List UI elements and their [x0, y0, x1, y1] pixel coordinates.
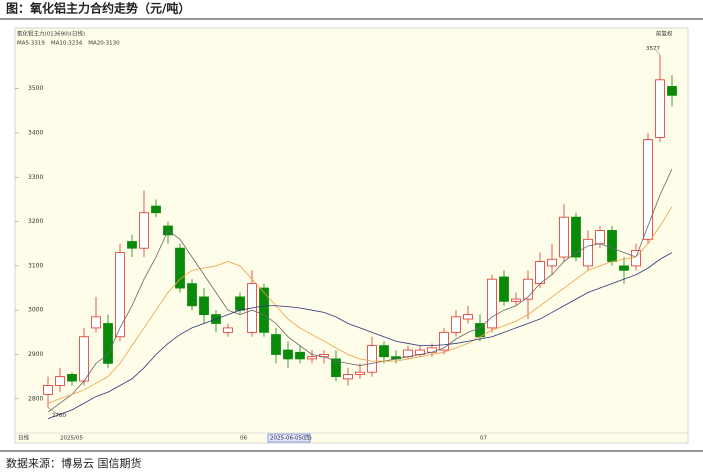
candle-body [379, 345, 389, 358]
candle-body [559, 216, 569, 258]
candle-body [439, 331, 449, 351]
candle-body [295, 351, 305, 360]
candle-body [571, 216, 581, 258]
candle-body [235, 296, 245, 311]
y-tick-label: 3100 [28, 262, 43, 269]
legend-entry: MA5:3319 [17, 41, 45, 47]
candle-body [487, 278, 497, 329]
y-tick-label: 3400 [28, 129, 43, 136]
y-tick-label: 3000 [28, 307, 43, 314]
plot-area [14, 27, 689, 444]
annotation: 3577 [646, 46, 660, 52]
x-tick-label: 07 [480, 436, 487, 442]
y-tick-label: 2900 [28, 351, 43, 358]
candle-body [499, 276, 509, 302]
y-tick-label: 3300 [28, 174, 43, 181]
candle-body [403, 349, 413, 358]
annotation-leader [653, 48, 661, 55]
candle-body [451, 316, 461, 333]
candle-body [151, 205, 161, 214]
candle-body [607, 230, 617, 262]
ma-line [47, 168, 673, 413]
x-axis-label: 日线 [18, 434, 30, 442]
y-tick-label: 3200 [28, 218, 43, 225]
candle-body [355, 371, 365, 375]
candle-body [343, 374, 353, 380]
candle-body [535, 261, 545, 285]
y-tick-label: 2800 [28, 395, 43, 402]
candle-body [223, 327, 233, 333]
annotation-leader [47, 407, 61, 416]
candle-body [91, 316, 101, 329]
candle-body [283, 349, 293, 360]
candle-body [43, 385, 53, 395]
candle-body [307, 356, 317, 360]
chart-title: 图：氧化铝主力合约走势（元/吨） [6, 1, 190, 16]
cursor-box [267, 433, 311, 443]
x-tick-label: 06 [240, 436, 247, 442]
candle-body [595, 230, 605, 245]
candle-body [667, 86, 677, 96]
candle-body [175, 247, 185, 289]
candle-body [367, 345, 377, 373]
annotation: 2780 [52, 413, 66, 419]
candle-body [187, 283, 197, 307]
candle-body [523, 278, 533, 300]
legend-entry: MA10:3234 [51, 41, 83, 47]
x-tick-label: 2025-06-05(四) [270, 435, 312, 442]
candle-body [655, 79, 665, 138]
candle-body [79, 336, 89, 382]
candle-body [631, 249, 641, 267]
ma-line [47, 206, 673, 404]
candle-body [259, 287, 269, 333]
chart-subtitle: 氧化铝主力(013690)(日线) [17, 30, 85, 38]
corner-label[interactable]: 前复权 [656, 30, 673, 38]
candle-body [55, 376, 65, 386]
x-tick-label: 2025/05 [60, 436, 83, 442]
legend-entry: MA20:3130 [88, 41, 120, 47]
candle-body [619, 265, 629, 271]
candle-body [463, 314, 473, 320]
candle-body [115, 252, 125, 338]
ma-line [47, 252, 673, 420]
candle-body [127, 241, 137, 249]
candle-body [547, 258, 557, 267]
source: 数据来源：博易云 国信期货 [6, 456, 142, 470]
candle-body [427, 347, 437, 353]
candle-body [139, 212, 149, 249]
candle-body [271, 334, 281, 355]
y-tick-label: 3500 [28, 85, 43, 92]
candle-body [199, 296, 209, 316]
candle-body [643, 139, 653, 240]
candle-body [331, 358, 341, 378]
candle-body [67, 374, 77, 382]
candle-body [511, 298, 521, 302]
candle-body [103, 323, 113, 364]
candle-body [583, 238, 593, 267]
